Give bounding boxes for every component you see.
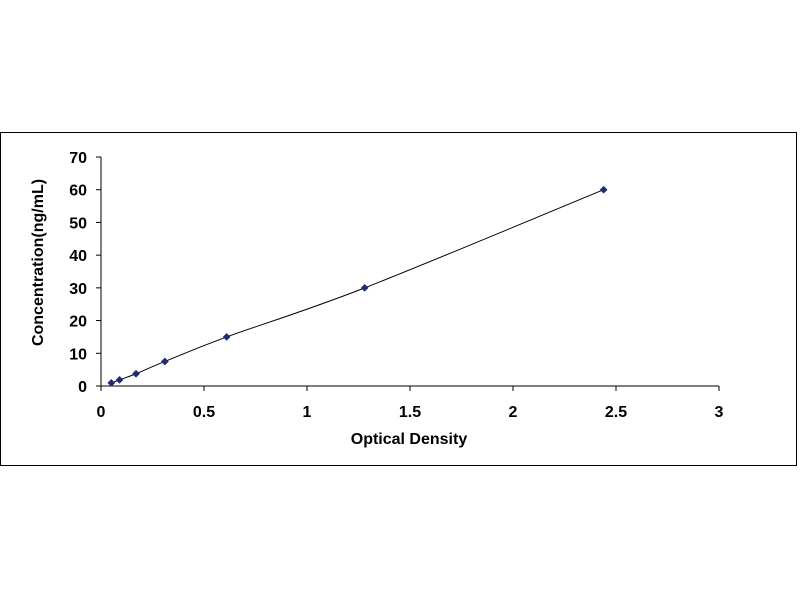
data-point-diamond (160, 357, 169, 366)
y-axis-title: Concentration(ng/mL) (30, 179, 47, 346)
x-tick-label: 1.5 (399, 404, 421, 421)
y-tick-label: 40 (69, 248, 87, 265)
data-point-diamond (360, 283, 369, 292)
x-tick-label: 1 (303, 404, 312, 421)
data-points (107, 185, 608, 387)
data-point-diamond (107, 378, 116, 387)
data-point-diamond (115, 375, 124, 384)
y-tick-label: 60 (69, 183, 87, 200)
data-point-diamond (222, 332, 231, 341)
x-tick-label: 0 (97, 404, 106, 421)
y-tick-label: 0 (78, 379, 87, 396)
x-tick-label: 2.5 (605, 404, 627, 421)
x-tick-label: 3 (715, 404, 724, 421)
y-tick-label: 10 (69, 346, 87, 363)
fit-curve-line (111, 189, 604, 384)
y-tick-label: 30 (69, 281, 87, 298)
x-tick-label: 0.5 (193, 404, 215, 421)
x-axis-ticks: 0 0.5 1 1.5 2 2.5 3 (97, 386, 724, 421)
y-tick-label: 50 (69, 215, 87, 232)
data-point-diamond (132, 369, 140, 378)
data-point-diamond (599, 185, 608, 194)
y-axis-ticks: 0 10 20 30 40 50 60 70 (69, 150, 101, 396)
y-tick-label: 70 (69, 150, 87, 167)
y-tick-label: 20 (69, 314, 87, 331)
x-tick-label: 2 (509, 404, 518, 421)
chart-frame (0, 132, 797, 466)
x-axis-title: Optical Density (351, 431, 468, 448)
